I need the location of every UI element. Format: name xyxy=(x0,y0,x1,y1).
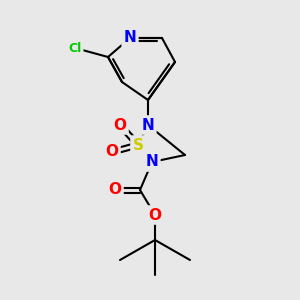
Text: Cl: Cl xyxy=(68,41,82,55)
Text: N: N xyxy=(146,154,158,169)
Text: O: O xyxy=(109,182,122,197)
Text: O: O xyxy=(106,145,118,160)
Text: S: S xyxy=(133,137,143,152)
Text: O: O xyxy=(113,118,127,133)
Text: N: N xyxy=(142,118,154,133)
Text: N: N xyxy=(124,31,136,46)
Text: O: O xyxy=(148,208,161,223)
